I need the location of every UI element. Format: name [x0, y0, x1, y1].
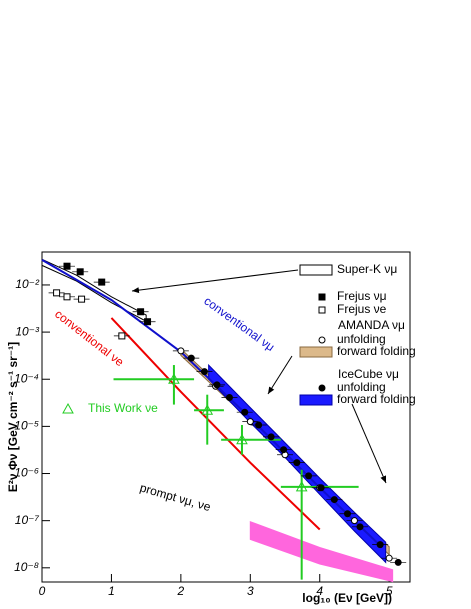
data-point [317, 484, 325, 492]
data-point [63, 262, 71, 270]
legend-label: unfolding [337, 380, 386, 394]
plot-frame [41, 251, 411, 583]
y-tick-label: 10⁻⁴ [14, 371, 39, 385]
y-axis-label: E²ν Φν [GeV cm⁻² s⁻¹ sr⁻¹] [6, 342, 20, 492]
data-point [356, 523, 364, 531]
legend-triangle [62, 402, 74, 414]
data-point [305, 472, 313, 480]
data-point [293, 459, 301, 467]
data-point [98, 278, 106, 286]
data-point [213, 381, 221, 389]
annotation: conventional νe [52, 307, 127, 370]
data-point [118, 332, 126, 340]
data-point [394, 558, 402, 566]
y-tick-label: 10⁻² [15, 277, 40, 291]
curve [110, 317, 321, 531]
x-tick-label: 5 [386, 584, 393, 598]
data-point [144, 318, 152, 326]
legend-marker [318, 306, 326, 314]
data-point [76, 268, 84, 276]
legend-group: AMANDA νμ [338, 318, 405, 332]
data-point [225, 393, 233, 401]
arrow [351, 403, 387, 484]
data-point [376, 541, 384, 549]
legend-swatch [299, 264, 333, 276]
legend-label: Frejus νμ [337, 289, 387, 303]
x-axis-label: log₁₀ (Eν [GeV]) [302, 591, 392, 605]
data-point [168, 373, 180, 384]
y-tick-label: 10⁻⁵ [14, 419, 39, 433]
data-point [200, 368, 208, 376]
data-point [236, 433, 248, 445]
x-tick-label: 3 [247, 584, 254, 598]
data-point [280, 446, 288, 454]
data-point [385, 554, 393, 562]
annotation: This Work νe [88, 401, 158, 415]
data-point [330, 496, 338, 504]
data-point [177, 347, 185, 355]
legend-marker [318, 384, 326, 392]
data-point [350, 517, 358, 525]
arrow [267, 355, 293, 395]
legend-swatch [299, 394, 333, 406]
data-point [246, 418, 254, 426]
x-tick-label: 1 [108, 584, 115, 598]
legend-label: forward folding [337, 344, 416, 358]
data-point [78, 295, 86, 303]
legend-label: Frejus νe [337, 302, 387, 316]
data-point [137, 308, 145, 316]
legend-label: unfolding [337, 332, 386, 346]
y-tick-label: 10⁻⁸ [14, 560, 39, 574]
legend-marker [318, 336, 326, 344]
annotation: prompt νμ, νe [138, 480, 212, 514]
band [249, 520, 394, 583]
legend-marker [318, 293, 326, 301]
legend-swatch [299, 346, 333, 358]
data-point [255, 421, 263, 429]
y-tick-label: 10⁻⁶ [14, 466, 39, 480]
arrow [131, 269, 299, 294]
y-tick-label: 10⁻³ [15, 324, 40, 338]
data-point [241, 408, 249, 416]
data-point [295, 480, 308, 492]
x-tick-label: 4 [316, 584, 323, 598]
data-point [267, 433, 275, 441]
legend-label: Super-K νμ [337, 262, 397, 276]
x-tick-label: 0 [39, 584, 46, 598]
data-point [344, 510, 352, 518]
data-point [53, 289, 61, 297]
annotation: conventional νμ [201, 294, 277, 355]
data-point [201, 404, 214, 415]
data-point [63, 293, 71, 301]
legend-label: forward folding [337, 392, 416, 406]
y-tick-label: 10⁻⁷ [15, 513, 40, 527]
data-point [187, 354, 195, 362]
x-tick-label: 2 [177, 584, 185, 598]
legend-group: IceCube νμ [338, 367, 399, 381]
